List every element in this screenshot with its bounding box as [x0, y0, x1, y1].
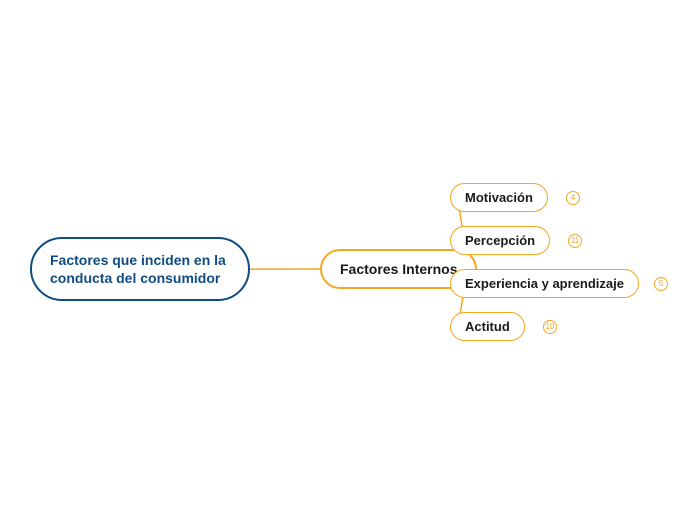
leaf-node-3[interactable]: Actitud [450, 312, 525, 341]
leaf-node-0[interactable]: Motivación [450, 183, 548, 212]
root-node[interactable]: Factores que inciden en la conducta del … [30, 237, 250, 301]
leaf-node-1[interactable]: Percepción [450, 226, 550, 255]
count-badge: 5 [654, 277, 668, 291]
leaf-label: Actitud [465, 319, 510, 334]
leaf-label: Motivación [465, 190, 533, 205]
count-badge: 11 [568, 234, 582, 248]
level1-label: Factores Internos [340, 261, 457, 277]
count-badge: 4 [566, 191, 580, 205]
count-badge: 10 [543, 320, 557, 334]
leaf-node-2[interactable]: Experiencia y aprendizaje [450, 269, 639, 298]
root-label: Factores que inciden en la conducta del … [50, 251, 230, 287]
leaf-label: Percepción [465, 233, 535, 248]
leaf-label: Experiencia y aprendizaje [465, 276, 624, 291]
